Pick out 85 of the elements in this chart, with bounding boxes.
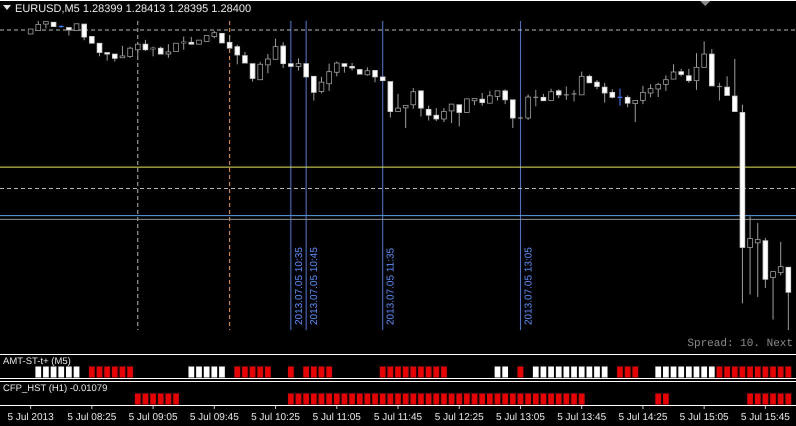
x-tick-label: 5 Jul 13:45	[557, 412, 607, 423]
candlestick	[150, 46, 156, 57]
candlestick	[502, 88, 508, 105]
candlestick	[219, 32, 225, 44]
candlestick	[640, 85, 646, 105]
candlestick	[694, 52, 700, 90]
candlestick	[426, 105, 432, 121]
x-tick-label: 5 Jul 09:05	[128, 412, 178, 423]
ref-line-label: 2013.07.05 13:05	[523, 246, 534, 325]
candlestick	[410, 88, 416, 110]
candlestick	[648, 84, 654, 98]
chart-title: AMT-ST-t+ (M5)	[3, 356, 71, 367]
candlestick	[533, 89, 538, 107]
candlestick	[578, 71, 584, 96]
candlestick	[464, 98, 470, 113]
candlestick	[134, 44, 141, 57]
candlestick	[181, 36, 186, 50]
candlestick	[525, 94, 531, 120]
candlestick	[632, 100, 638, 123]
candlestick	[318, 76, 324, 94]
candlestick	[272, 38, 278, 60]
candlestick	[257, 62, 264, 80]
x-tick-label: 5 Jul 09:45	[190, 412, 240, 423]
candlestick	[670, 64, 676, 80]
candlestick	[663, 74, 669, 92]
candlestick	[250, 63, 256, 82]
candlestick	[372, 70, 378, 83]
candlestick	[120, 46, 126, 58]
candlestick	[487, 90, 493, 104]
x-tick-label: 5 Jul 10:25	[251, 412, 300, 423]
candlestick	[448, 104, 454, 124]
candlestick	[142, 39, 148, 52]
x-tick-label: 5 Jul 15:45	[740, 412, 790, 423]
candlestick	[395, 93, 401, 112]
candlestick	[265, 54, 271, 74]
candlestick	[35, 20, 42, 32]
candlestick	[479, 92, 485, 106]
candlestick	[724, 76, 730, 96]
candlestick	[296, 58, 302, 71]
candlestick	[433, 108, 440, 122]
x-tick-label: 5 Jul 2013	[8, 412, 54, 423]
candlestick	[732, 58, 738, 112]
candlestick	[326, 63, 332, 92]
candlestick	[96, 42, 102, 57]
candlestick	[81, 24, 87, 41]
candlestick	[166, 44, 172, 58]
candlestick	[226, 35, 232, 49]
candlestick	[311, 76, 317, 101]
chart-title: CFP_HST (H1) -0.01079	[3, 383, 108, 394]
candlestick	[456, 104, 462, 127]
candlestick	[618, 88, 622, 106]
ref-line-label: 2013.07.05 10:45	[309, 246, 320, 325]
x-tick-label: 5 Jul 13:05	[496, 412, 546, 423]
candlestick	[334, 60, 340, 77]
candlestick	[242, 51, 248, 64]
candlestick	[548, 88, 554, 101]
candlestick	[280, 42, 286, 68]
candlestick	[127, 46, 133, 58]
candlestick	[234, 44, 240, 65]
chart-title: EURUSD,M5 1.28399 1.28413 1.28395 1.28400	[15, 3, 252, 15]
candlestick	[441, 108, 447, 123]
candlestick	[701, 40, 707, 68]
candlestick	[655, 82, 662, 98]
candlestick	[494, 90, 500, 101]
x-tick-label: 5 Jul 11:05	[312, 412, 362, 423]
text: Spread: 10. Next	[687, 338, 793, 350]
candlestick	[303, 63, 309, 78]
candlestick	[747, 216, 753, 295]
x-tick-label: 5 Jul 14:25	[618, 412, 668, 423]
candlestick	[510, 99, 516, 128]
x-tick-label: 5 Jul 11:45	[374, 412, 423, 423]
ref-line-label: 2013.07.05 10:35	[294, 246, 305, 325]
candlestick	[624, 94, 630, 108]
x-tick-label: 5 Jul 12:25	[434, 412, 484, 423]
candlestick	[770, 271, 776, 320]
candlestick	[778, 241, 784, 276]
x-tick-label: 5 Jul 08:25	[67, 412, 117, 423]
candlestick	[686, 68, 692, 84]
ref-line-label: 2013.07.05 11:35	[386, 247, 397, 325]
x-tick-label: 5 Jul 15:05	[680, 412, 730, 423]
candlestick	[594, 80, 600, 90]
candlestick	[418, 90, 424, 117]
candlestick	[402, 104, 408, 128]
candlestick	[754, 222, 761, 298]
candlestick	[602, 82, 608, 104]
